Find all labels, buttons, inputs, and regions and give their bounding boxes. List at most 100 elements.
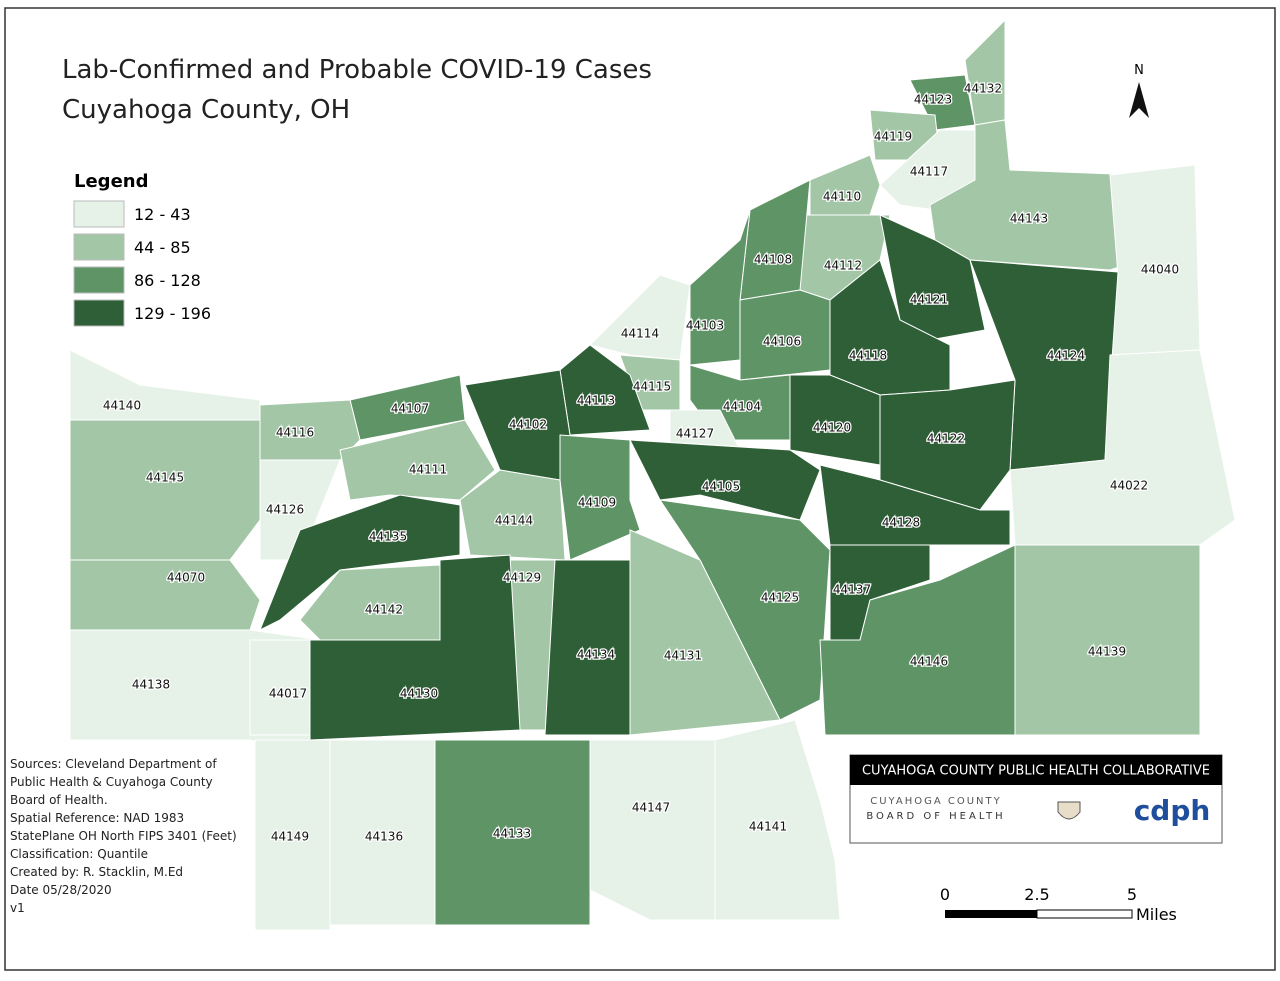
zip-region <box>819 544 1016 736</box>
scale-unit: Miles <box>1136 905 1177 924</box>
zip-label: 44140 <box>103 399 141 413</box>
zip-region <box>1014 544 1201 736</box>
source-line: StatePlane OH North FIPS 3401 (Feet) <box>10 829 237 843</box>
zip-label: 44040 <box>1141 263 1179 277</box>
legend-label: 129 - 196 <box>134 304 211 323</box>
zip-label: 44104 <box>723 400 761 414</box>
title: Cuyahoga County, OH <box>62 95 350 125</box>
zip-label: 44112 <box>824 259 862 273</box>
zip-label: 44124 <box>1047 349 1085 363</box>
zip-label: 44022 <box>1110 479 1148 493</box>
zip-label: 44107 <box>391 402 429 416</box>
legend-swatch <box>73 299 125 327</box>
zip-label: 44134 <box>577 648 615 662</box>
zip-label: 44142 <box>365 603 403 617</box>
zip-label: 44113 <box>577 394 615 408</box>
north-label: N <box>1134 63 1144 78</box>
legend-swatch <box>73 200 125 228</box>
zip-label: 44111 <box>409 463 447 477</box>
zip-region <box>1109 164 1201 356</box>
scale-label: 2.5 <box>1024 885 1049 904</box>
legend-label: 44 - 85 <box>134 238 191 257</box>
zip-label: 44137 <box>833 583 871 597</box>
zip-label: 44070 <box>167 571 205 585</box>
board-text: BOARD OF HEALTH <box>866 811 1005 822</box>
cdph-logo: cdph <box>1134 794 1211 827</box>
zip-region <box>254 739 331 931</box>
zip-region <box>434 739 591 926</box>
source-line: Board of Health. <box>10 793 108 807</box>
zip-region <box>589 274 691 361</box>
zip-label: 44114 <box>621 327 659 341</box>
board-text: CUYAHOGA COUNTY <box>870 796 1002 807</box>
legend-swatch <box>73 233 125 261</box>
zip-label: 44129 <box>503 571 541 585</box>
source-line: Spatial Reference: NAD 1983 <box>10 811 184 825</box>
legend-swatch <box>73 266 125 294</box>
zip-label: 44138 <box>132 678 170 692</box>
zip-label: 44145 <box>146 471 184 485</box>
legend-label: 86 - 128 <box>134 271 201 290</box>
scale-segment <box>945 910 1037 918</box>
logo-banner <box>850 755 1222 785</box>
legend-label: 12 - 43 <box>134 205 191 224</box>
zip-label: 44149 <box>271 830 309 844</box>
zip-label: 44110 <box>823 190 861 204</box>
zip-label: 44117 <box>910 165 948 179</box>
zip-region <box>69 559 261 631</box>
zip-label: 44131 <box>664 649 702 663</box>
zip-region <box>714 719 841 921</box>
scale-bar: 0 2.5 5 Miles <box>940 885 1177 924</box>
zip-region <box>1009 349 1236 546</box>
zip-label: 44146 <box>910 655 948 669</box>
zip-label: 44106 <box>763 335 801 349</box>
shield-icon <box>1057 801 1081 820</box>
source-line: Public Health & Cuyahoga County <box>10 775 213 789</box>
source-line: Classification: Quantile <box>10 847 148 861</box>
zip-label: 44125 <box>761 591 799 605</box>
zip-label: 44103 <box>686 319 724 333</box>
zip-label: 44144 <box>495 514 533 528</box>
zip-label: 44109 <box>578 496 616 510</box>
banner-text: CUYAHOGA COUNTY PUBLIC HEALTH COLLABORAT… <box>862 764 1210 779</box>
logo: CUYAHOGA COUNTY PUBLIC HEALTH COLLABORAT… <box>849 754 1223 844</box>
zip-label: 44123 <box>914 93 952 107</box>
source-line: v1 <box>10 901 25 915</box>
zip-region <box>459 469 566 561</box>
zip-label: 44116 <box>276 426 314 440</box>
zip-label: 44141 <box>749 820 787 834</box>
zip-region <box>629 529 781 736</box>
zip-label: 44126 <box>266 503 304 517</box>
legend-title: Legend <box>74 171 148 192</box>
zip-region <box>589 739 716 921</box>
scale-label: 5 <box>1127 885 1137 904</box>
source-line: Date 05/28/2020 <box>10 883 112 897</box>
zip-label: 44147 <box>632 801 670 815</box>
title: Lab-Confirmed and Probable COVID-19 Case… <box>62 55 652 85</box>
zip-label: 44143 <box>1010 212 1048 226</box>
zip-label: 44108 <box>754 253 792 267</box>
labels: 44132 44123 44119 44117 44110 44143 44040 44112… <box>102 80 1181 845</box>
zip-label: 44122 <box>927 432 965 446</box>
zip-region <box>259 494 461 632</box>
zip-label: 44120 <box>813 421 851 435</box>
legend: 12 - 43 44 - 85 86 - 128 129 - 196 <box>73 200 211 327</box>
scale-segment <box>1036 909 1133 919</box>
zip-label: 44135 <box>369 530 407 544</box>
source-line: Sources: Cleveland Department of <box>10 757 217 771</box>
zip-label: 44139 <box>1088 645 1126 659</box>
zip-region <box>69 419 261 561</box>
zip-label: 44121 <box>910 293 948 307</box>
zip-label: 44102 <box>509 418 547 432</box>
scale-label: 0 <box>940 885 950 904</box>
source-line: Created by: R. Stacklin, M.Ed <box>10 865 183 879</box>
zip-label: 44127 <box>676 427 714 441</box>
zip-label: 44119 <box>874 130 912 144</box>
zip-label: 44128 <box>882 516 920 530</box>
zip-label: 44132 <box>964 82 1002 96</box>
zip-label: 44133 <box>493 827 531 841</box>
regions <box>69 18 1236 931</box>
north-arrow <box>1129 82 1149 118</box>
zip-label: 44130 <box>400 687 438 701</box>
